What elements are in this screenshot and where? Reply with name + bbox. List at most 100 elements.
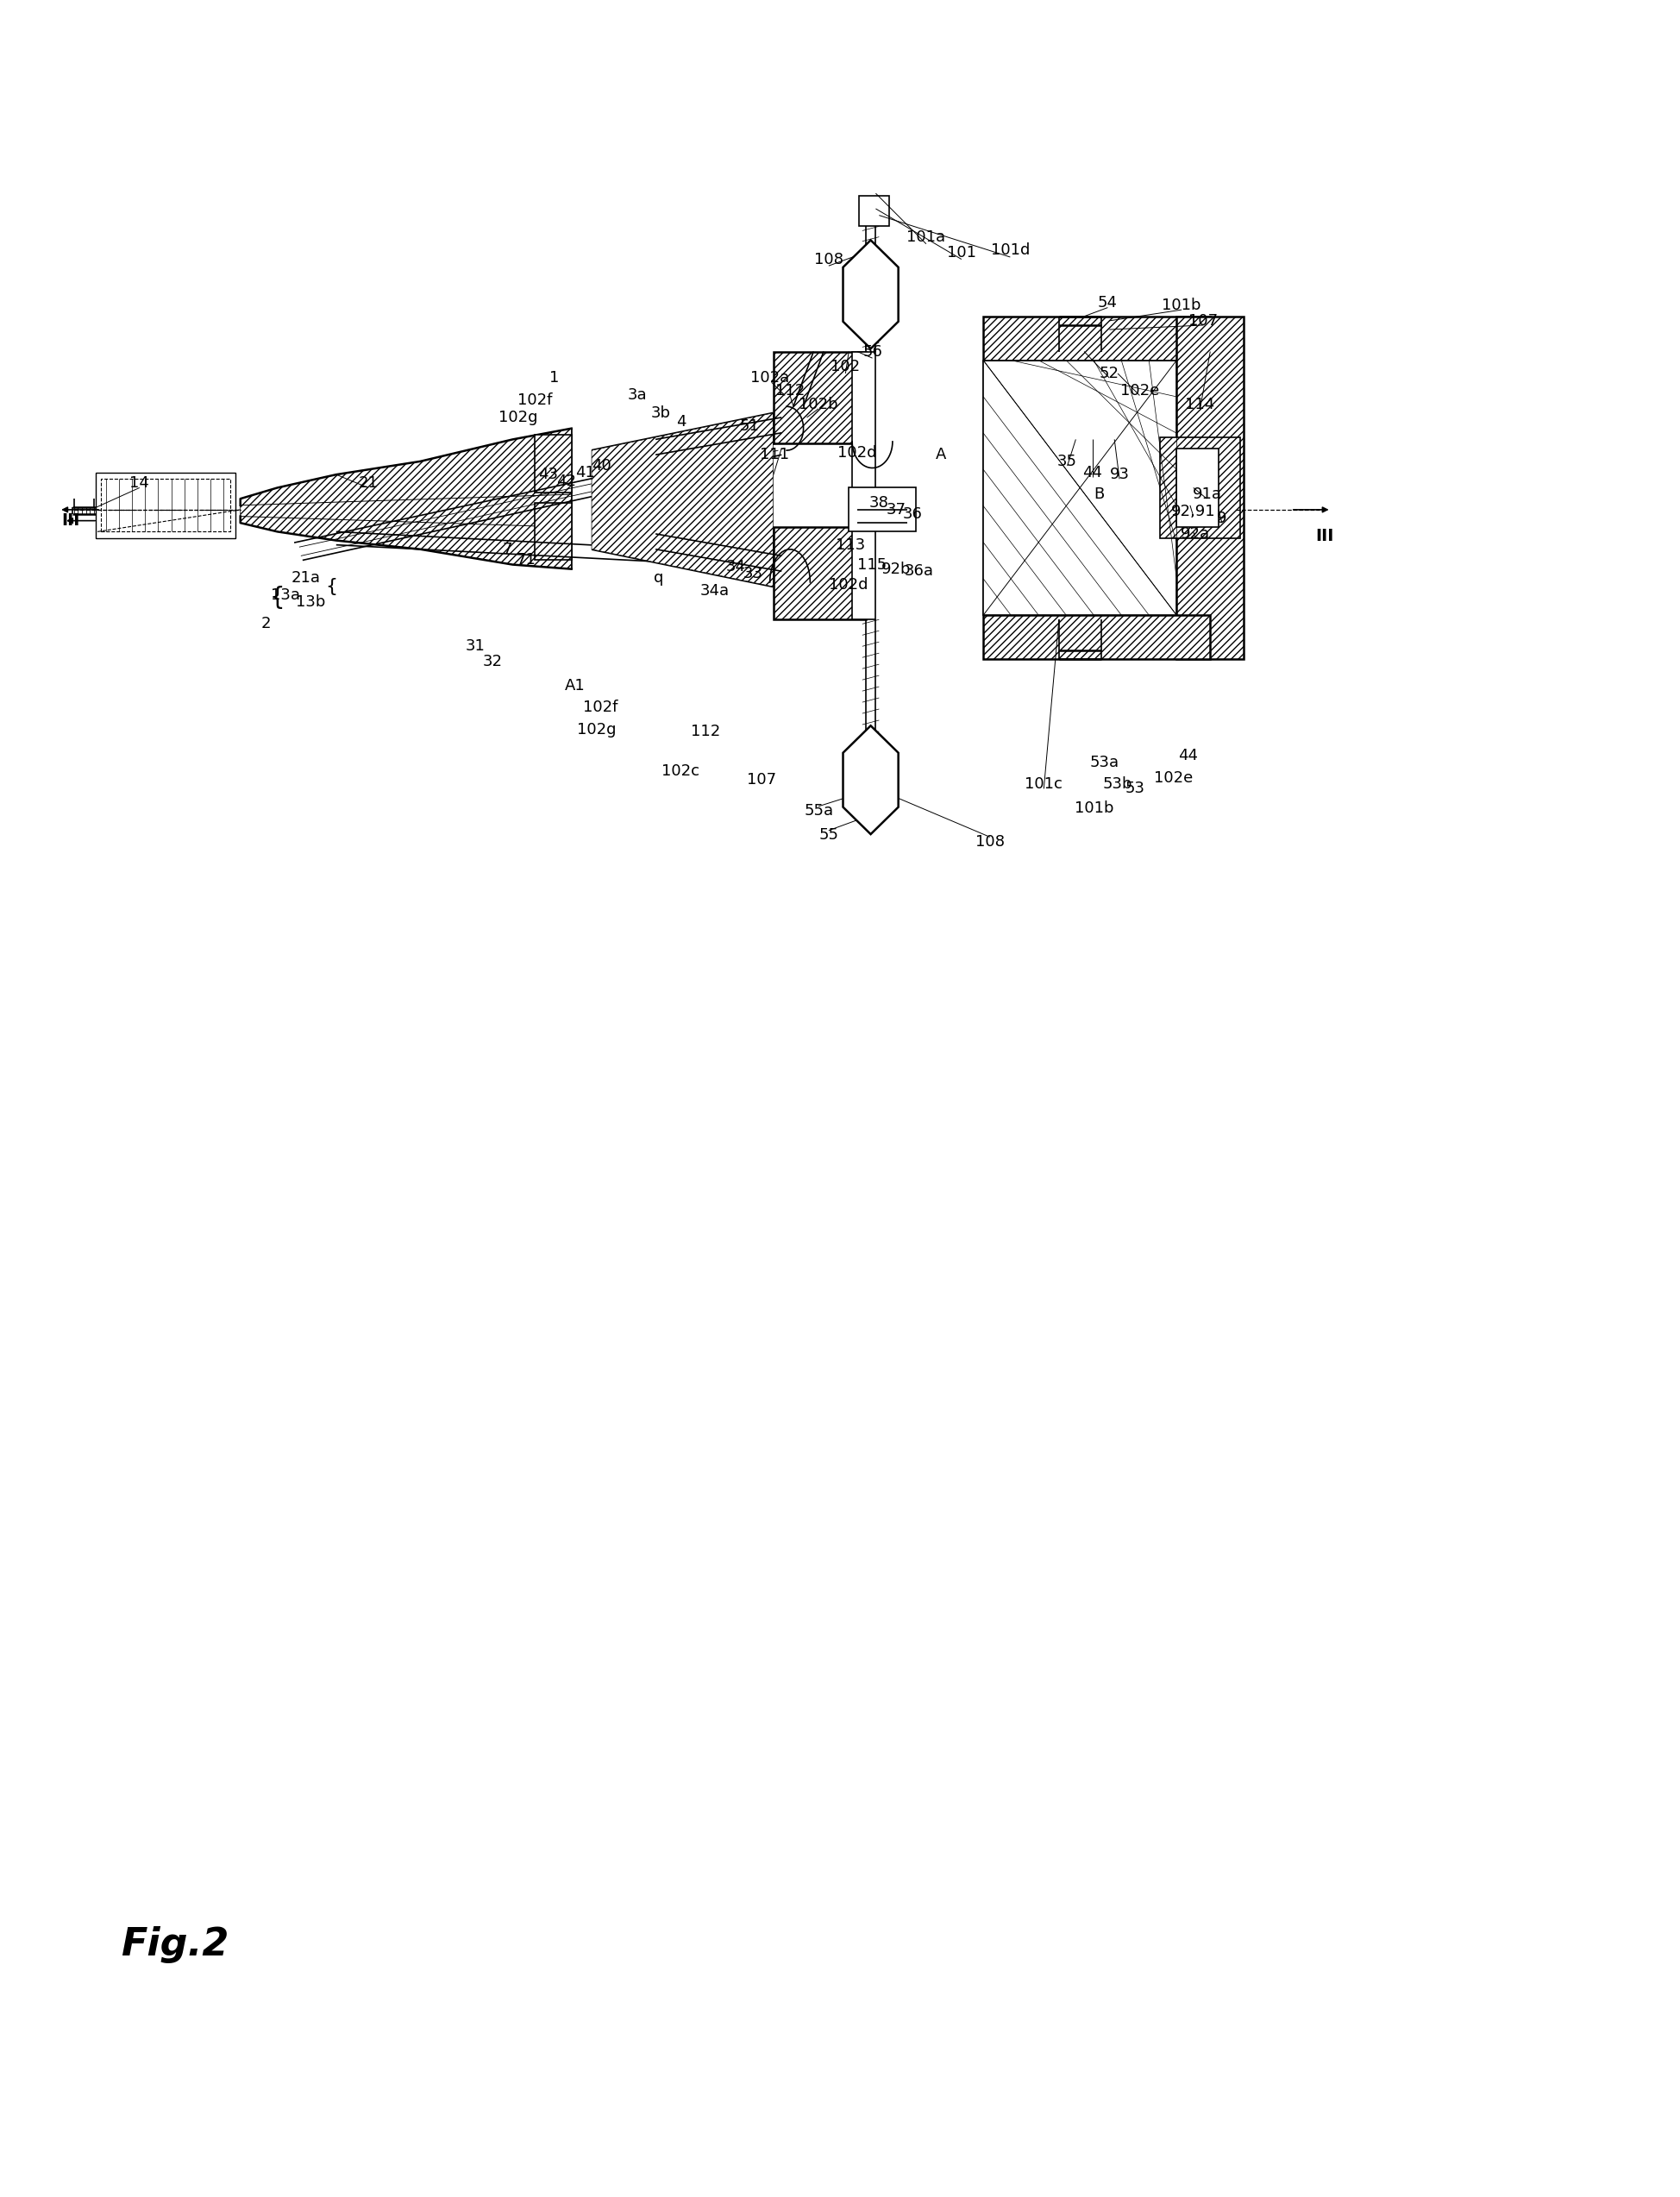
Text: 102: 102 [830,358,860,376]
Text: 43: 43 [538,466,558,483]
Polygon shape [591,413,773,587]
Text: 1: 1 [549,369,559,387]
Text: 115: 115 [857,556,887,573]
Bar [858,784,889,815]
Text: 44: 44 [1178,747,1198,765]
Text: 34a: 34a [699,582,729,600]
Text: 108: 108 [974,833,1005,850]
Bar [1176,316,1243,659]
Text: A: A [936,446,946,464]
Text: 101b: 101b [1161,297,1201,314]
Bar [848,488,916,532]
Text: 37: 37 [885,501,906,518]
Text: 9: 9 [1216,510,1226,527]
Text: 53: 53 [1124,780,1144,798]
Text: 102g: 102g [576,721,617,738]
Text: 111: 111 [759,446,790,464]
Text: 21: 21 [358,475,378,492]
Text: 114: 114 [1184,395,1215,413]
Text: 102c: 102c [662,762,699,780]
Text: 102e: 102e [1119,382,1159,400]
Text: 38: 38 [869,494,889,512]
Text: 112: 112 [774,382,805,400]
Bar [858,196,889,226]
Text: 102b: 102b [798,395,838,413]
Text: 112: 112 [690,723,721,740]
Text: 53b: 53b [1102,776,1132,793]
Text: 13a: 13a [270,587,301,604]
Text: 54: 54 [1097,294,1117,312]
Text: 13b: 13b [296,593,326,611]
Text: 41: 41 [575,464,595,481]
Text: 101c: 101c [1025,776,1062,793]
Text: 101a: 101a [906,228,946,246]
Text: 21a: 21a [291,569,321,587]
Text: 102d: 102d [828,576,869,593]
Text: 102f: 102f [583,699,617,716]
Bar [96,472,235,538]
Text: 40: 40 [591,457,612,475]
Text: 102g: 102g [497,409,538,426]
Text: 36a: 36a [904,562,934,580]
Text: 31: 31 [465,637,486,655]
Bar [773,352,865,444]
Bar [534,503,571,560]
Text: {: { [269,587,286,609]
Text: 53a: 53a [1089,754,1119,771]
Text: 55a: 55a [803,802,833,819]
Text: 44: 44 [1082,464,1102,481]
Bar [983,360,1176,615]
Text: 35: 35 [1057,453,1077,470]
Text: 2: 2 [260,615,270,633]
Text: B: B [1094,486,1104,503]
Text: 102e: 102e [1152,769,1193,787]
Text: 14: 14 [129,475,150,492]
Text: 3b: 3b [650,404,670,422]
Polygon shape [843,725,897,835]
Text: 32: 32 [482,653,502,670]
Text: 71: 71 [516,551,536,569]
Text: 33: 33 [743,565,763,582]
Text: 107: 107 [1188,312,1218,330]
Bar [1176,448,1218,527]
Text: 51: 51 [739,417,759,435]
Text: 101: 101 [946,244,976,261]
Text: 91a: 91a [1191,486,1221,503]
Bar [852,352,875,620]
Bar [534,435,571,492]
Text: 92a: 92a [1179,525,1210,543]
Text: 36: 36 [902,505,922,523]
Text: 102d: 102d [837,444,877,461]
Text: 42: 42 [556,472,576,490]
Text: 93: 93 [1109,466,1129,483]
Bar [773,352,865,444]
Text: 34: 34 [726,558,746,576]
Text: 55: 55 [818,826,838,844]
Text: 102f: 102f [517,391,551,409]
Bar [101,479,230,532]
Text: Fig.2: Fig.2 [121,1927,228,1962]
Text: 52: 52 [1099,365,1119,382]
Text: III: III [1315,527,1332,545]
Text: 3a: 3a [627,387,647,404]
Text: 92b: 92b [880,560,911,578]
Text: 108: 108 [813,250,843,268]
Text: 4: 4 [675,413,685,431]
Text: 102a: 102a [749,369,790,387]
Text: 113: 113 [835,536,865,554]
Text: 101b: 101b [1074,800,1114,817]
Text: A1: A1 [564,677,585,694]
Text: 56: 56 [862,343,882,360]
Bar [773,527,865,620]
Bar [773,527,865,620]
Text: 107: 107 [746,771,776,789]
Bar [1159,437,1240,538]
Text: 7: 7 [502,540,512,558]
Text: III: III [62,512,79,529]
Text: 92,91: 92,91 [1171,503,1215,521]
Text: q: q [654,569,664,587]
Bar [983,316,1210,360]
Polygon shape [240,428,571,569]
Bar [983,615,1210,659]
Text: {: { [324,578,338,595]
